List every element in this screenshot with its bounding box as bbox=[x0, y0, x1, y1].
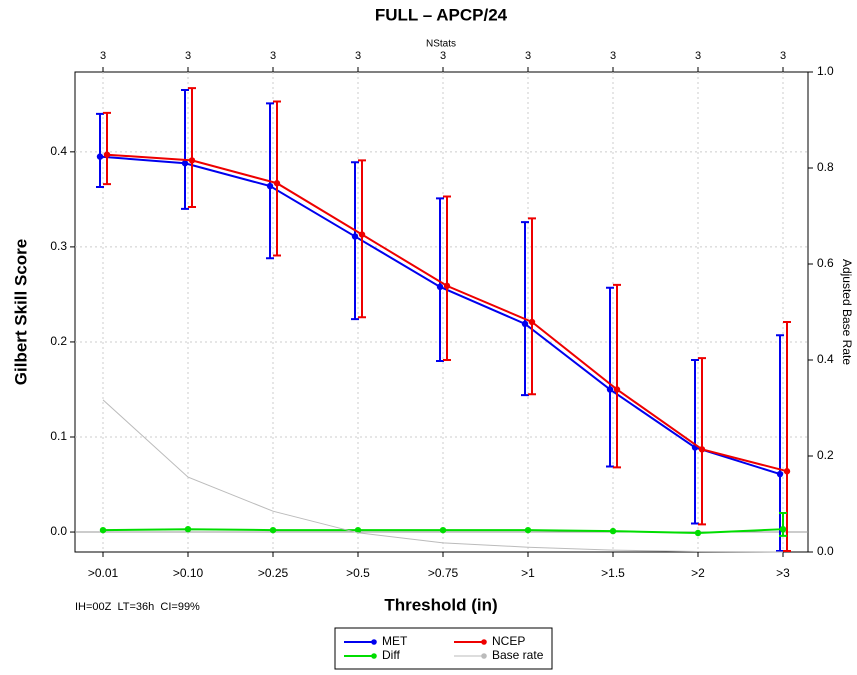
error-bar bbox=[691, 359, 699, 525]
nstats-label: 3 bbox=[610, 50, 616, 62]
point bbox=[528, 318, 536, 326]
error-bar bbox=[606, 286, 614, 468]
legend-label: MET bbox=[382, 634, 408, 648]
nstats-label: 3 bbox=[355, 50, 361, 62]
point bbox=[269, 526, 277, 534]
x-tick-label: >0.5 bbox=[346, 566, 370, 580]
point bbox=[776, 470, 784, 478]
error-bar bbox=[613, 283, 621, 469]
point bbox=[779, 525, 787, 533]
y2-tick-label: 0.6 bbox=[817, 256, 834, 270]
y-tick-label: 0.1 bbox=[50, 429, 67, 443]
nstats-label: 3 bbox=[525, 50, 531, 62]
legend-label: Base rate bbox=[492, 648, 544, 662]
legend-label: NCEP bbox=[492, 634, 525, 648]
y2-tick-label: 0.4 bbox=[817, 352, 834, 366]
error-bar bbox=[521, 221, 529, 397]
x-tick-label: >3 bbox=[776, 566, 790, 580]
point bbox=[609, 527, 617, 535]
error-bar bbox=[358, 159, 366, 319]
point bbox=[443, 282, 451, 290]
error-bar bbox=[181, 89, 189, 210]
error-bar bbox=[436, 197, 444, 362]
nstats-label: 3 bbox=[270, 50, 276, 62]
x-tick-label: >0.10 bbox=[173, 566, 204, 580]
point bbox=[181, 160, 189, 167]
error-bar bbox=[103, 111, 111, 186]
top-axis-label: NStats bbox=[426, 39, 456, 50]
x-axis-label: Threshold (in) bbox=[384, 595, 497, 614]
plot-frame bbox=[74, 71, 809, 553]
x-tick-label: >2 bbox=[691, 566, 705, 580]
y2-tick-label: 0.8 bbox=[817, 160, 834, 174]
point bbox=[524, 526, 532, 534]
y2-tick-label: 1.0 bbox=[817, 64, 834, 78]
point bbox=[103, 151, 111, 158]
error-bar bbox=[273, 100, 281, 257]
point bbox=[96, 153, 104, 160]
x-tick-label: >0.01 bbox=[88, 566, 119, 580]
point bbox=[698, 446, 706, 453]
chart-title: FULL – APCP/24 bbox=[375, 5, 508, 24]
error-bar bbox=[188, 87, 196, 208]
nstats-label: 3 bbox=[695, 50, 701, 62]
error-bar bbox=[96, 112, 104, 189]
point bbox=[436, 283, 444, 291]
error-bar bbox=[443, 195, 451, 361]
y2-tick-label: 0.0 bbox=[817, 544, 834, 558]
point bbox=[266, 182, 274, 190]
legend-swatch bbox=[481, 653, 487, 659]
error-bar bbox=[783, 320, 791, 553]
legend-swatch bbox=[371, 639, 377, 645]
point bbox=[354, 526, 362, 534]
legend-label: Diff bbox=[382, 648, 400, 662]
y-tick-label: 0.4 bbox=[50, 144, 67, 158]
x-tick-label: >1 bbox=[521, 566, 535, 580]
point bbox=[358, 231, 366, 238]
error-bar bbox=[698, 357, 706, 526]
point bbox=[99, 526, 107, 534]
point bbox=[606, 386, 614, 393]
y2-tick-label: 0.2 bbox=[817, 448, 834, 462]
point bbox=[184, 525, 192, 533]
x-tick-label: >0.75 bbox=[428, 566, 459, 580]
x-tick-label: >0.25 bbox=[258, 566, 289, 580]
y-tick-label: 0.3 bbox=[50, 239, 67, 253]
point bbox=[613, 386, 621, 393]
error-bar bbox=[776, 334, 784, 553]
nstats-label: 3 bbox=[780, 50, 786, 62]
x-tick-label: >1.5 bbox=[601, 566, 625, 580]
point bbox=[351, 233, 359, 240]
legend-swatch bbox=[371, 653, 377, 659]
point bbox=[188, 157, 196, 164]
nstats-label: 3 bbox=[440, 50, 446, 62]
y2-axis-label: Adjusted Base Rate bbox=[840, 259, 854, 365]
point bbox=[783, 468, 791, 475]
error-bar bbox=[528, 217, 536, 396]
y-axis-label: Gilbert Skill Score bbox=[11, 239, 30, 385]
point bbox=[273, 180, 281, 187]
y-tick-label: 0.2 bbox=[50, 334, 67, 348]
legend-swatch bbox=[481, 639, 487, 645]
y-tick-label: 0.0 bbox=[50, 524, 67, 538]
nstats-label: 3 bbox=[100, 50, 106, 62]
series-line bbox=[102, 399, 784, 553]
point bbox=[521, 320, 529, 328]
caption: IH=00Z LT=36h CI=99% bbox=[75, 601, 200, 613]
error-bar bbox=[351, 161, 359, 321]
point bbox=[439, 526, 447, 534]
nstats-label: 3 bbox=[185, 50, 191, 62]
legend bbox=[334, 627, 553, 670]
point bbox=[694, 529, 702, 537]
